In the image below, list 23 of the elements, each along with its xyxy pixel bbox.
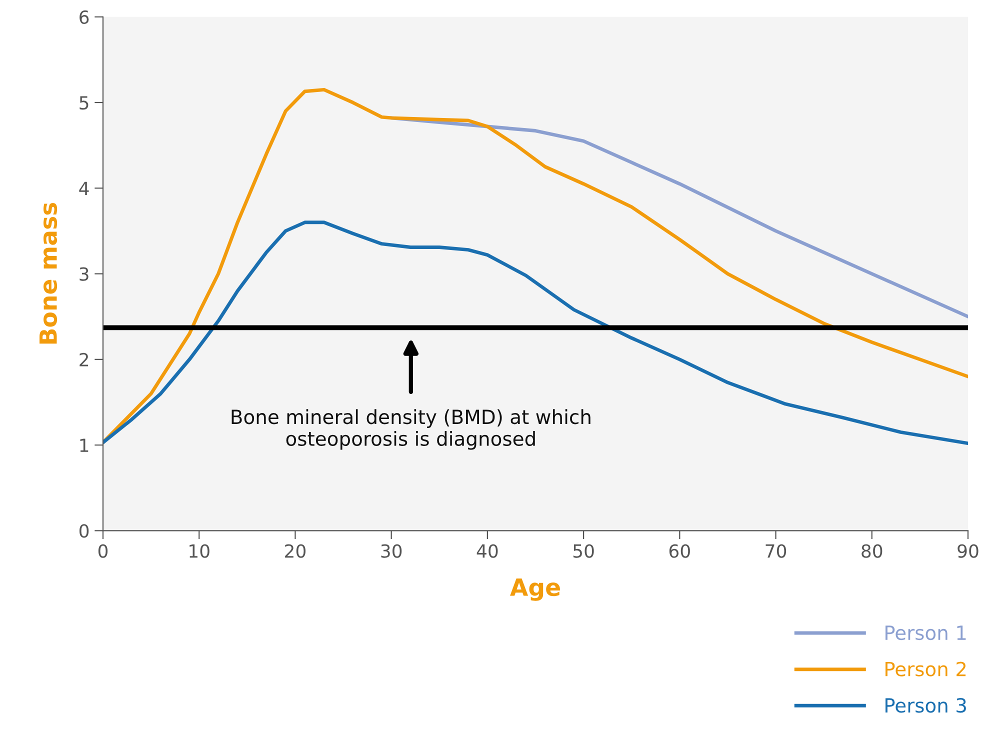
x-tick-label: 10 bbox=[190, 544, 210, 558]
legend-label: Person 2 bbox=[886, 662, 966, 676]
y-axis-title: Bone mass bbox=[40, 202, 58, 344]
y-tick-label: 0 bbox=[80, 524, 89, 538]
y-tick-label: 6 bbox=[80, 10, 89, 24]
x-tick-label: 0 bbox=[98, 544, 108, 558]
y-tick-label: 2 bbox=[80, 352, 88, 366]
y-tick-label: 4 bbox=[79, 182, 89, 196]
x-tick-label: 80 bbox=[862, 544, 882, 558]
x-tick-label: 50 bbox=[573, 544, 594, 558]
y-tick-label: 5 bbox=[80, 96, 88, 110]
x-tick-label: 70 bbox=[766, 544, 786, 558]
x-tick-label: 40 bbox=[476, 544, 498, 558]
x-tick-label: 20 bbox=[285, 544, 306, 558]
x-axis-title: Age bbox=[510, 578, 560, 601]
x-tick-label: 30 bbox=[381, 544, 402, 558]
legend-label: Person 3 bbox=[886, 698, 966, 713]
y-tick-label: 1 bbox=[80, 438, 88, 452]
annotation: Bone mineral density (BMD) at which osteoporosis is diagnosed bbox=[232, 409, 590, 450]
legend-label: Person 1 bbox=[886, 626, 966, 640]
y-tick-label: 3 bbox=[80, 267, 88, 281]
x-tick-label: 90 bbox=[958, 544, 978, 558]
x-tick-label: 60 bbox=[669, 544, 690, 558]
